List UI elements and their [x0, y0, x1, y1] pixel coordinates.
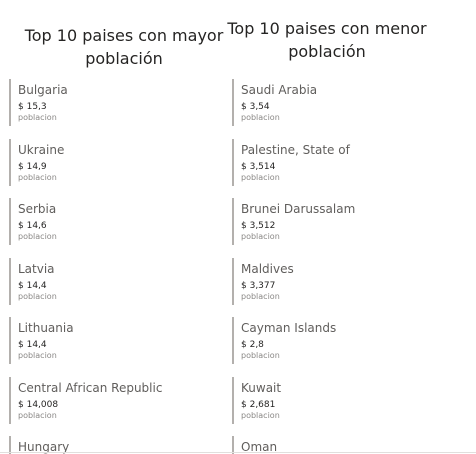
country-name: Central African Republic: [18, 380, 163, 395]
panel-title: Top 10 paises con mayor población: [24, 26, 224, 68]
country-unit: poblacion: [241, 410, 280, 420]
card-list: Saudi Arabia $ 3,54 poblacion Palestine,…: [232, 79, 447, 454]
list-item[interactable]: Maldives $ 3,377 poblacion: [232, 257, 447, 306]
country-name: Lithuania: [18, 321, 74, 335]
country-value: $ 14,008: [18, 399, 59, 410]
country-value: $ 15,3: [18, 102, 47, 112]
list-item[interactable]: Hungary: [9, 436, 224, 454]
country-unit: poblacion: [241, 351, 280, 360]
country-name: Latvia: [18, 261, 55, 276]
country-value: $ 2,8: [241, 340, 264, 350]
country-name: Kuwait: [241, 380, 282, 395]
country-value: $ 3,514: [241, 161, 276, 172]
country-name: Maldives: [241, 261, 294, 276]
country-name: Hungary: [18, 440, 70, 454]
country-unit: poblacion: [241, 232, 280, 241]
country-unit: poblacion: [241, 172, 280, 182]
country-name: Cayman Islands: [241, 321, 337, 335]
list-item[interactable]: Palestine, State of $ 3,514 poblacion: [232, 138, 447, 187]
country-name: Serbia: [18, 202, 57, 216]
country-name: Oman: [241, 440, 278, 454]
country-value: $ 14,4: [18, 280, 47, 291]
list-item[interactable]: Kuwait $ 2,681 poblacion: [232, 376, 447, 425]
list-item[interactable]: Saudi Arabia $ 3,54 poblacion: [232, 79, 447, 127]
country-value: $ 3,377: [241, 280, 276, 291]
list-item[interactable]: Central African Republic $ 14,008 poblac…: [9, 376, 224, 425]
list-item[interactable]: Brunei Darussalam $ 3,512 poblacion: [232, 198, 447, 246]
country-unit: poblacion: [18, 291, 57, 301]
country-value: $ 14,9: [18, 161, 47, 172]
country-name: Brunei Darussalam: [241, 202, 356, 216]
country-name: Palestine, State of: [241, 142, 350, 157]
country-value: $ 14,4: [18, 340, 47, 350]
list-item[interactable]: Lithuania $ 14,4 poblacion: [9, 317, 224, 365]
bottom-divider: [0, 452, 476, 453]
country-name: Ukraine: [18, 142, 65, 157]
country-name: Saudi Arabia: [241, 83, 318, 97]
country-unit: poblacion: [18, 172, 57, 182]
country-value: $ 3,512: [241, 221, 276, 231]
list-item[interactable]: Cayman Islands $ 2,8 poblacion: [232, 317, 447, 365]
list-item[interactable]: Ukraine $ 14,9 poblacion: [9, 138, 224, 187]
list-item[interactable]: Serbia $ 14,6 poblacion: [9, 198, 224, 246]
list-item[interactable]: Latvia $ 14,4 poblacion: [9, 257, 224, 306]
country-name: Bulgaria: [18, 83, 68, 97]
country-value: $ 14,6: [18, 221, 47, 231]
list-item[interactable]: Oman: [232, 436, 447, 454]
list-item[interactable]: Bulgaria $ 15,3 poblacion: [9, 79, 224, 127]
country-value: $ 2,681: [241, 399, 276, 410]
country-value: $ 3,54: [241, 102, 270, 112]
country-unit: poblacion: [241, 113, 280, 122]
country-unit: poblacion: [18, 351, 57, 360]
panel-title: Top 10 paises con menor población: [227, 19, 427, 61]
country-unit: poblacion: [241, 291, 280, 301]
country-unit: poblacion: [18, 232, 57, 241]
country-unit: poblacion: [18, 113, 57, 122]
country-unit: poblacion: [18, 410, 57, 420]
card-list: Bulgaria $ 15,3 poblacion Ukraine $ 14,9…: [9, 79, 224, 454]
